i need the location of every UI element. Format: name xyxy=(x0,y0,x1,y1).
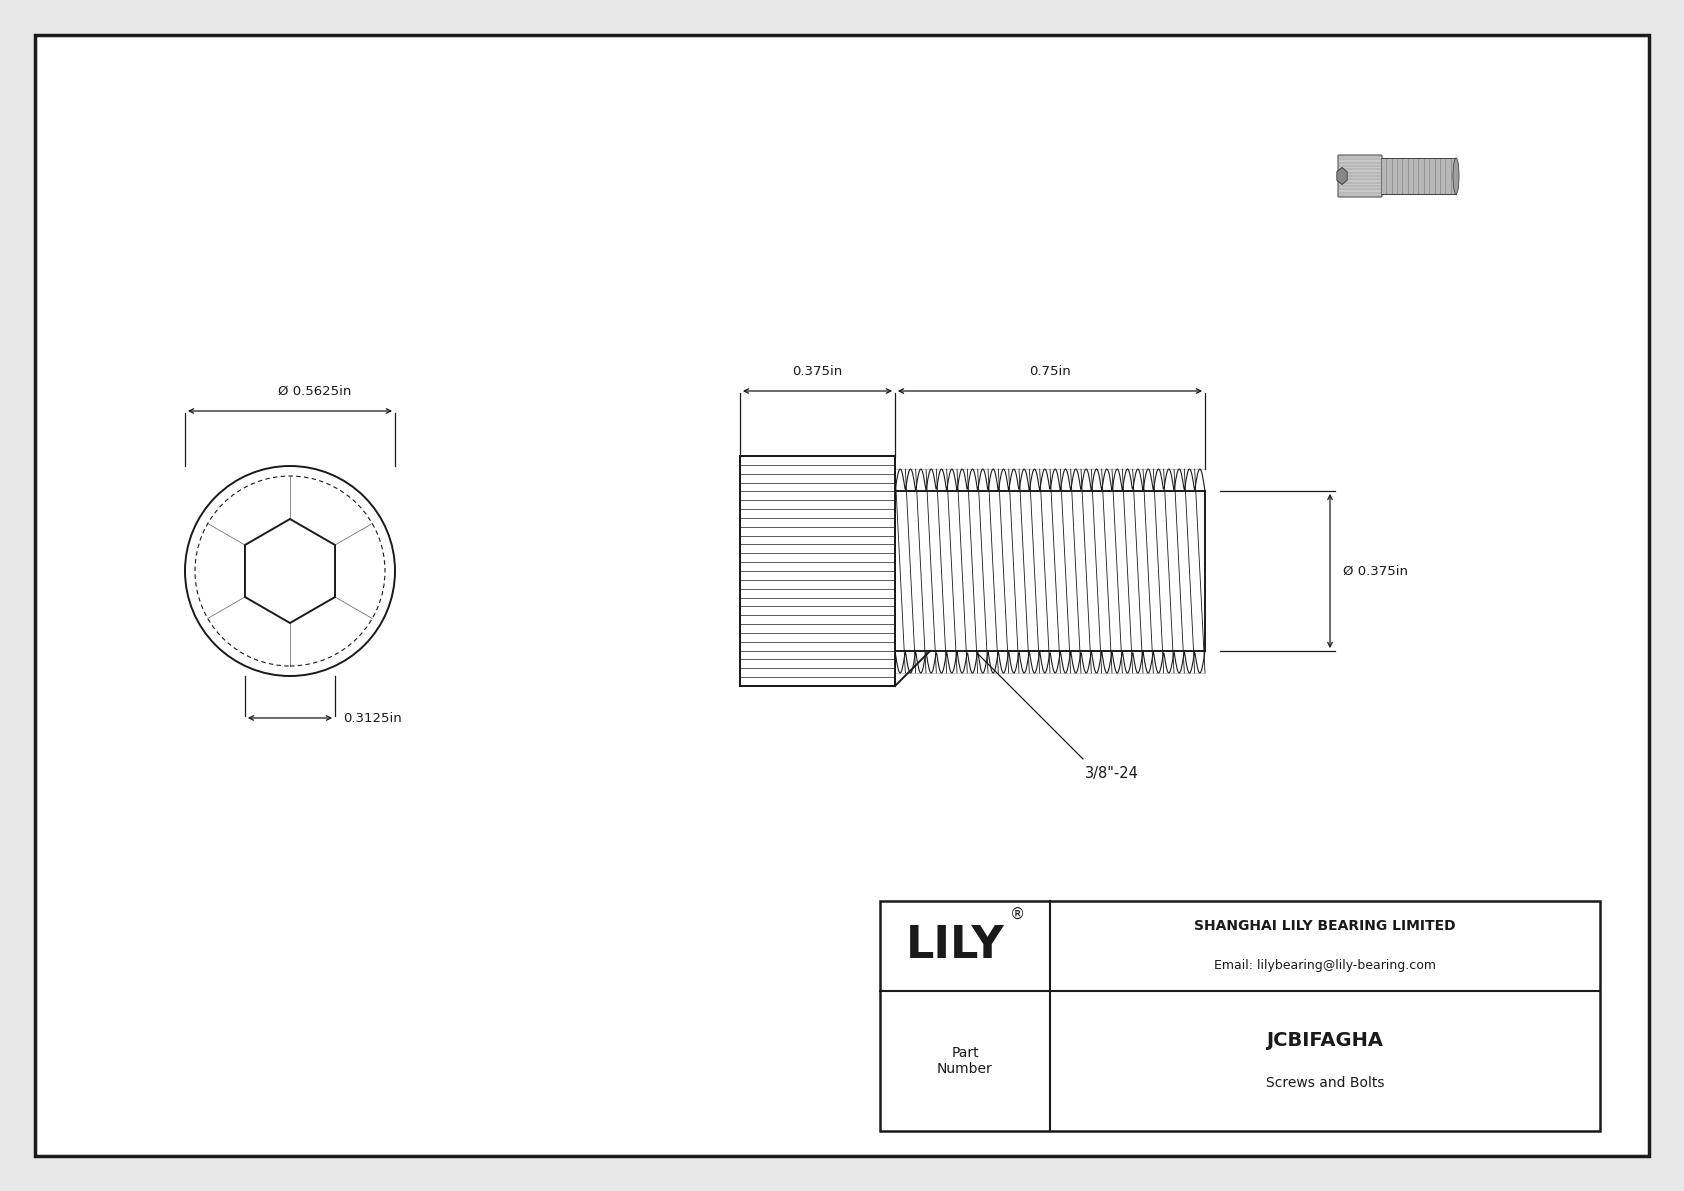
Text: Email: lilybearing@lily-bearing.com: Email: lilybearing@lily-bearing.com xyxy=(1214,960,1436,973)
Bar xyxy=(1381,158,1457,194)
Circle shape xyxy=(185,466,396,676)
FancyBboxPatch shape xyxy=(1339,155,1383,197)
Text: Ø 0.375in: Ø 0.375in xyxy=(1344,565,1408,578)
Text: Screws and Bolts: Screws and Bolts xyxy=(1266,1075,1384,1090)
Text: 0.3125in: 0.3125in xyxy=(344,711,402,724)
Text: SHANGHAI LILY BEARING LIMITED: SHANGHAI LILY BEARING LIMITED xyxy=(1194,919,1455,933)
Polygon shape xyxy=(244,519,335,623)
Text: Ø 0.5625in: Ø 0.5625in xyxy=(278,385,352,398)
Bar xyxy=(739,456,894,686)
Text: 0.75in: 0.75in xyxy=(1029,364,1071,378)
Polygon shape xyxy=(1337,168,1347,185)
Bar xyxy=(881,902,1600,1131)
Text: Part
Number: Part Number xyxy=(936,1046,994,1077)
Text: 0.375in: 0.375in xyxy=(793,364,842,378)
Text: 3/8"-24: 3/8"-24 xyxy=(1084,766,1138,781)
Circle shape xyxy=(195,476,386,666)
Text: ®: ® xyxy=(1009,906,1024,922)
Text: JCBIFAGHA: JCBIFAGHA xyxy=(1266,1031,1384,1050)
Text: LILY: LILY xyxy=(906,924,1004,967)
Ellipse shape xyxy=(1453,158,1458,194)
